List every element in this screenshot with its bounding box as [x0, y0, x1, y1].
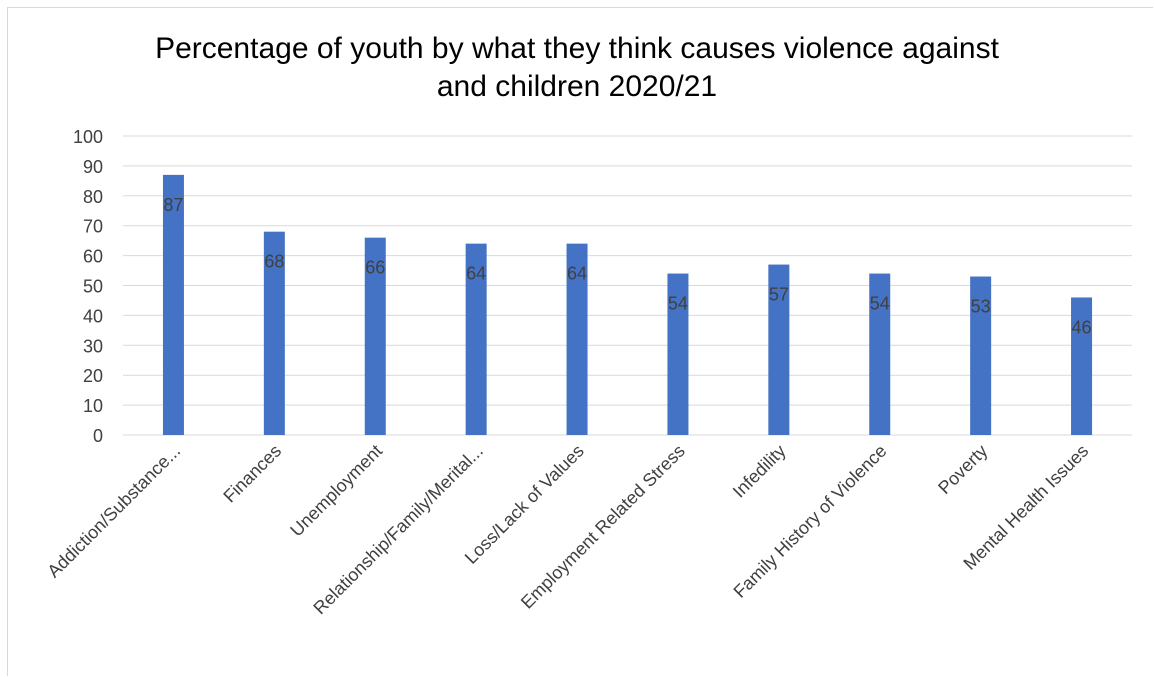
data-label: 64 — [567, 264, 587, 284]
data-labels: 87 68 66 64 64 54 57 54 53 46 — [163, 195, 1091, 338]
chart-title-line-2: and children 2020/21 — [436, 70, 718, 103]
y-tick-label: 0 — [93, 426, 103, 446]
bar — [263, 231, 285, 435]
y-tick-label: 40 — [83, 306, 103, 326]
bar — [162, 174, 184, 435]
bar — [667, 273, 689, 435]
data-label: 53 — [971, 297, 991, 317]
bar — [768, 264, 790, 435]
chart-title-line-1: Percentage of youth by what they think c… — [155, 32, 999, 65]
data-label: 87 — [163, 195, 183, 215]
x-tick-label: Relationship/Family/Merital... — [309, 441, 487, 619]
gridlines — [123, 135, 1132, 436]
data-label: 64 — [466, 264, 486, 284]
bar — [1071, 297, 1093, 435]
y-tick-label: 100 — [73, 127, 103, 147]
data-label: 46 — [1072, 317, 1092, 337]
bar — [970, 276, 992, 435]
y-tick-label: 30 — [83, 336, 103, 356]
y-tick-label: 10 — [83, 396, 103, 416]
data-label: 68 — [264, 252, 284, 272]
x-tick-label: Addiction/Substance... — [43, 441, 184, 582]
bar — [465, 243, 487, 435]
x-tick-label: Finances — [219, 441, 285, 507]
x-axis-ticks: Addiction/Substance... Finances Unemployme… — [43, 441, 1092, 619]
chart-frame — [7, 7, 1153, 676]
chart-title: Percentage of youth by what they think c… — [0, 30, 1154, 106]
y-tick-label: 20 — [83, 366, 103, 386]
bars — [162, 174, 1093, 435]
x-tick-label: Infedility — [729, 441, 790, 502]
bar — [566, 243, 588, 435]
x-tick-label: Unemployment — [286, 441, 386, 541]
data-label: 54 — [870, 294, 890, 314]
bar — [869, 273, 891, 435]
data-label: 54 — [668, 294, 688, 314]
x-tick-label: Employment Related Stress — [517, 441, 689, 613]
data-label: 66 — [365, 258, 385, 278]
y-tick-label: 80 — [83, 187, 103, 207]
bar — [364, 237, 386, 435]
data-label: 57 — [769, 285, 789, 305]
y-tick-label: 60 — [83, 247, 103, 267]
y-tick-label: 90 — [83, 157, 103, 177]
y-tick-label: 50 — [83, 277, 103, 297]
x-tick-label: Poverty — [934, 441, 991, 498]
y-tick-label: 70 — [83, 217, 103, 237]
y-axis-ticks: 0 10 20 30 40 50 60 70 80 90 100 — [73, 127, 103, 446]
